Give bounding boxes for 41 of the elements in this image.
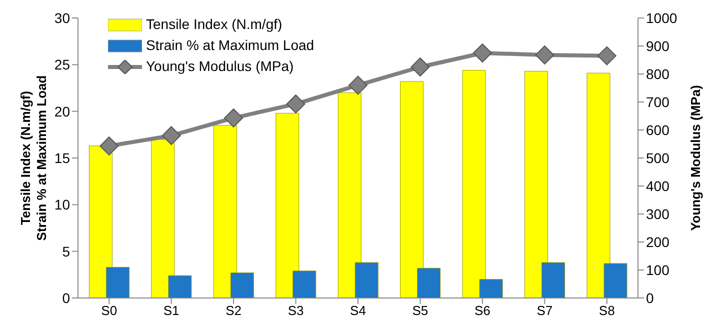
x-tick-label: S0 [101, 303, 118, 318]
x-tick-label: S4 [350, 303, 366, 318]
y-tick-label: 20 [54, 103, 70, 120]
y2-tick-label: 800 [646, 66, 670, 82]
y-tick-label: 0 [62, 290, 70, 306]
point [597, 46, 616, 66]
y2-tick-label: 700 [646, 94, 670, 110]
x-tick-label: S7 [536, 303, 553, 318]
y2-tick-label: 100 [646, 262, 670, 278]
y-tick-label: 25 [54, 56, 70, 73]
y2-tick-label: 500 [646, 150, 670, 166]
point [472, 44, 492, 62]
point [535, 45, 554, 64]
y2-tick-label: 200 [646, 234, 670, 250]
point [410, 58, 430, 76]
legend-label: Young's Modulus (MPa) [146, 57, 294, 76]
point [162, 126, 181, 146]
y-axis-title: Tensile Index (N.m/gf) Strain % at Maximum Load [18, 75, 49, 241]
point [348, 76, 368, 95]
y2-tick-label: 0 [646, 290, 654, 306]
y-tick-label: 5 [62, 243, 70, 260]
y2-tick-label: 300 [646, 206, 670, 222]
point [286, 94, 306, 114]
y2-tick-label: 1000 [646, 10, 678, 26]
x-tick-label: S5 [412, 303, 428, 318]
y2-tick-label: 400 [646, 178, 670, 194]
x-tick-label: S6 [474, 303, 490, 318]
y2-tick-label: 600 [646, 122, 670, 138]
y-tick-label: 15 [54, 150, 70, 166]
y-tick-label: 10 [54, 196, 70, 213]
point [100, 136, 119, 156]
legend-label: Strain % at Maximum Load [146, 36, 314, 55]
y2-tick-label: 900 [646, 38, 670, 54]
x-tick-label: S1 [163, 303, 180, 318]
legend-label: Tensile Index (N.m/gf) [146, 15, 282, 34]
x-tick-label: S2 [226, 303, 242, 318]
x-tick-label: S8 [598, 303, 615, 318]
y-tick-label: 30 [54, 10, 70, 26]
point [224, 108, 244, 128]
x-tick-label: S3 [288, 303, 304, 318]
y2-axis-title: Young's Modulus (MPa) [688, 85, 703, 231]
